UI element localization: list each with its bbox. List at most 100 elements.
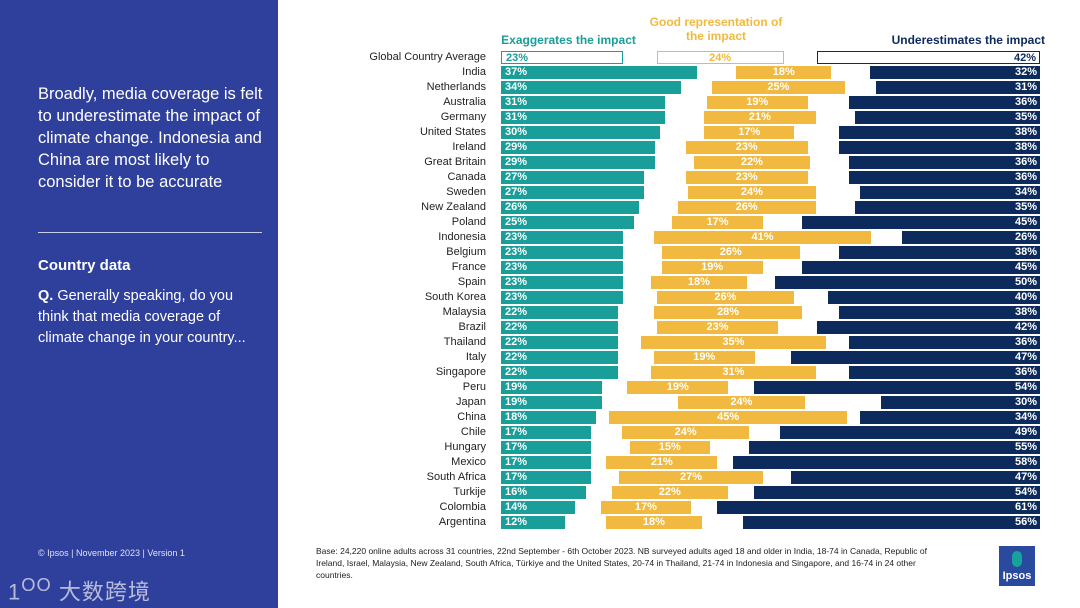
category-label: Singapore	[435, 366, 486, 378]
bar-underestimates: 55%	[748, 441, 1040, 454]
bar-good: 17%	[704, 126, 795, 139]
chart-row: Global Country Average 23% 24% 42%	[0, 50, 1080, 65]
watermark: 1OO 大数跨境	[8, 574, 151, 605]
bar-exaggerates: 22%	[501, 336, 618, 349]
bar-good: 25%	[712, 81, 845, 94]
bar-underestimates: 38%	[838, 126, 1040, 139]
bar-underestimates: 36%	[849, 156, 1040, 169]
bar-good: 24%	[622, 426, 750, 439]
bar-good: 27%	[619, 471, 763, 484]
category-label: South Africa	[426, 471, 486, 483]
category-label: Hungary	[444, 441, 486, 453]
chart-row: Japan 19% 24% 30%	[0, 395, 1080, 410]
bar-exaggerates: 19%	[501, 381, 602, 394]
bar-good: 17%	[672, 216, 763, 229]
category-label: Mexico	[451, 456, 486, 468]
bar-underestimates: 35%	[854, 111, 1040, 124]
bar-good: 19%	[706, 96, 808, 109]
chart-row: Canada 27% 23% 36%	[0, 170, 1080, 185]
bar-exaggerates: 25%	[501, 216, 634, 229]
bar-exaggerates: 31%	[501, 96, 666, 109]
bar-good: 21%	[606, 456, 718, 469]
question: Q. Generally speaking, do you think that…	[38, 286, 263, 349]
category-label: Chile	[460, 426, 486, 438]
chart-row: Malaysia 22% 28% 38%	[0, 305, 1080, 320]
category-label: Italy	[465, 351, 486, 363]
bar-good: 26%	[661, 246, 800, 259]
bar-good: 24%	[656, 51, 784, 64]
chart-row: India 37% 18% 32%	[0, 65, 1080, 80]
chart-row: Argentina 12% 18% 56%	[0, 515, 1080, 530]
bar-good: 19%	[661, 261, 763, 274]
bar-exaggerates: 27%	[501, 171, 645, 184]
bar-good: 17%	[600, 501, 691, 514]
bar-underestimates: 45%	[801, 261, 1040, 274]
bar-underestimates: 54%	[753, 486, 1040, 499]
chart-row: Italy 22% 19% 47%	[0, 350, 1080, 365]
bar-good: 18%	[606, 516, 702, 529]
category-label: South Korea	[424, 291, 486, 303]
bar-underestimates: 36%	[849, 171, 1040, 184]
bar-underestimates: 61%	[716, 501, 1040, 514]
bar-exaggerates: 22%	[501, 351, 618, 364]
bar-underestimates: 26%	[902, 231, 1040, 244]
chart-row: Singapore 22% 31% 36%	[0, 365, 1080, 380]
bar-underestimates: 42%	[817, 51, 1040, 64]
headline: Broadly, media coverage is felt to under…	[38, 85, 263, 191]
footer: © Ipsos | November 2023 | Version 1	[38, 548, 185, 558]
category-label: Argentina	[438, 516, 486, 528]
bar-underestimates: 47%	[790, 351, 1040, 364]
category-label: Japan	[456, 396, 486, 408]
bar-good: 23%	[656, 321, 779, 334]
category-label: Thailand	[443, 336, 486, 348]
category-label: Turkije	[453, 486, 486, 498]
bar-exaggerates: 23%	[501, 291, 623, 304]
chart-row: Spain 23% 18% 50%	[0, 275, 1080, 290]
category-label: Indonesia	[438, 231, 486, 243]
bar-underestimates: 32%	[870, 66, 1040, 79]
category-label: Brazil	[458, 321, 486, 333]
bar-underestimates: 30%	[881, 396, 1040, 409]
category-label: Peru	[462, 381, 486, 393]
bar-good: 23%	[685, 171, 808, 184]
bar-good: 22%	[693, 156, 811, 169]
category-label: Ireland	[452, 141, 486, 153]
chart-row: Ireland 29% 23% 38%	[0, 140, 1080, 155]
category-label: Colombia	[439, 501, 486, 513]
bar-good: 24%	[688, 186, 816, 199]
bar-good: 15%	[630, 441, 710, 454]
bar-underestimates: 42%	[817, 321, 1040, 334]
chart-row: Chile 17% 24% 49%	[0, 425, 1080, 440]
category-label: Global Country Average	[369, 51, 486, 63]
bar-exaggerates: 18%	[501, 411, 597, 424]
category-label: Canada	[447, 171, 486, 183]
bar-underestimates: 34%	[859, 411, 1040, 424]
logo-mark	[1012, 551, 1022, 567]
chart-row: France 23% 19% 45%	[0, 260, 1080, 275]
base-note: Base: 24,220 online adults across 31 cou…	[316, 546, 927, 580]
bar-exaggerates: 26%	[501, 201, 639, 214]
ipsos-logo: Ipsos	[999, 546, 1035, 586]
bar-good: 22%	[611, 486, 729, 499]
category-label: Australia	[443, 96, 486, 108]
bar-exaggerates: 23%	[501, 276, 623, 289]
bar-good: 35%	[640, 336, 827, 349]
category-label: Great Britain	[424, 156, 486, 168]
chart-row: Sweden 27% 24% 34%	[0, 185, 1080, 200]
bar-exaggerates: 23%	[501, 231, 623, 244]
bar-exaggerates: 23%	[501, 246, 623, 259]
chart-row: Thailand 22% 35% 36%	[0, 335, 1080, 350]
bar-exaggerates: 27%	[501, 186, 645, 199]
bar-exaggerates: 17%	[501, 441, 592, 454]
bar-exaggerates: 22%	[501, 306, 618, 319]
bar-underestimates: 38%	[838, 246, 1040, 259]
bar-underestimates: 38%	[838, 306, 1040, 319]
bar-underestimates: 40%	[828, 291, 1040, 304]
bar-underestimates: 56%	[743, 516, 1040, 529]
bar-underestimates: 38%	[838, 141, 1040, 154]
category-label: China	[457, 411, 486, 423]
category-label: India	[462, 66, 486, 78]
bar-underestimates: 35%	[854, 201, 1040, 214]
bar-exaggerates: 12%	[501, 516, 565, 529]
category-label: United States	[419, 126, 486, 138]
